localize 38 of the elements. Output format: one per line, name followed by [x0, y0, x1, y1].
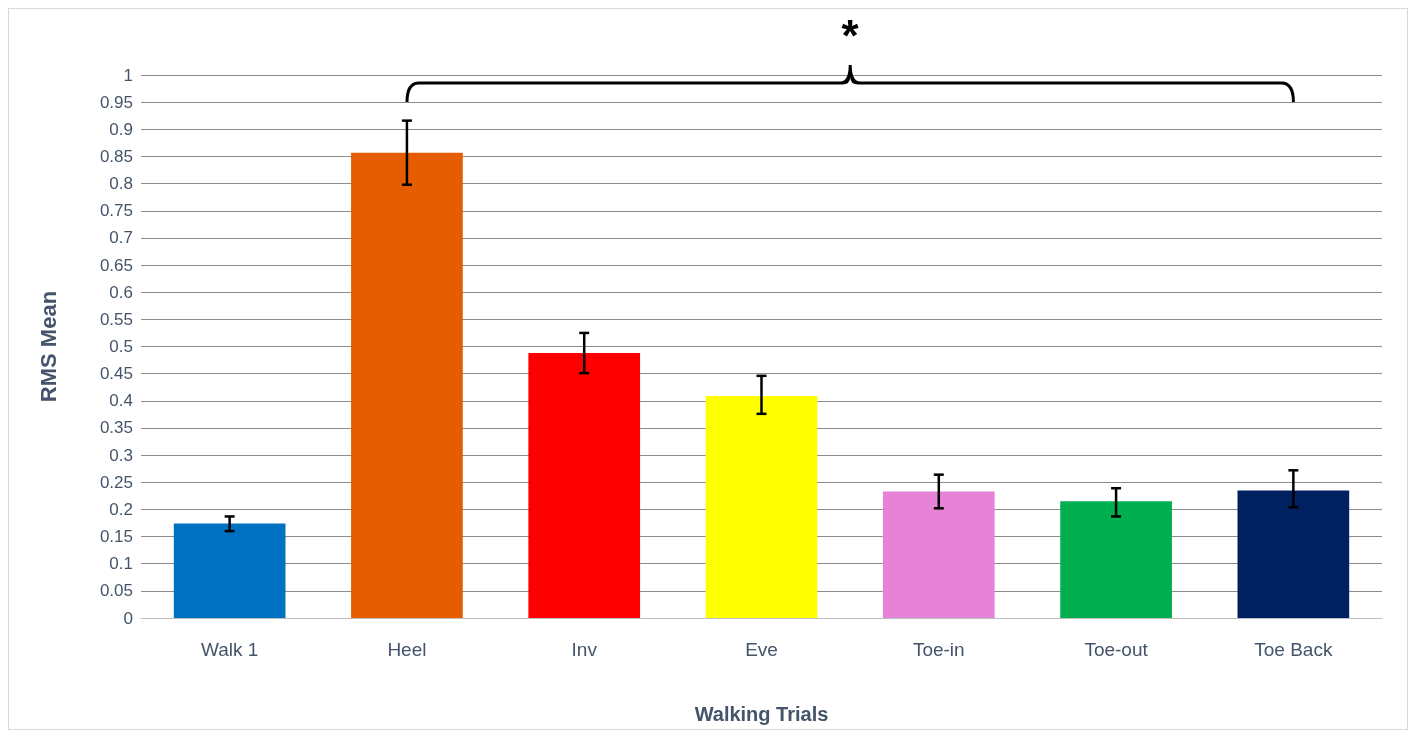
y-tick-label: 0.85 [99, 146, 133, 166]
y-tick-label: 0.05 [99, 581, 133, 601]
y-tick-label: 0.35 [99, 418, 133, 438]
bar [1237, 490, 1350, 618]
y-tick-label: 0.75 [99, 201, 133, 221]
y-tick-label: 0.3 [109, 445, 133, 465]
y-tick-label: 0.15 [99, 527, 133, 547]
y-tick-label: 0.55 [99, 309, 133, 329]
x-tick-label: Toe-out [1084, 639, 1149, 660]
x-tick-label: Toe-in [912, 639, 965, 660]
bar [1060, 501, 1172, 618]
y-tick-label: 1 [123, 65, 133, 85]
x-tick-label: Toe Back [1254, 639, 1333, 660]
x-tick-label: Walk 1 [200, 639, 259, 660]
y-tick-label: 0.45 [99, 364, 133, 384]
y-tick-label: 0.4 [109, 391, 133, 411]
y-tick-label: 0.8 [109, 174, 133, 194]
y-tick-label: 0.7 [109, 228, 133, 248]
y-tick-label: 0.1 [109, 554, 133, 574]
bar [351, 152, 463, 618]
y-tick-label: 0.95 [99, 92, 133, 112]
x-axis-title: Walking Trials [694, 703, 829, 725]
x-tick-label: Eve [745, 639, 778, 660]
x-tick-label: Heel [387, 639, 427, 660]
text: * [840, 11, 860, 62]
y-tick-label: 0.25 [99, 472, 133, 492]
bar [882, 491, 995, 618]
y-axis-title: RMS Mean [35, 290, 61, 403]
y-tick-label: 0.5 [109, 337, 133, 356]
bar [705, 395, 818, 618]
bar [528, 353, 641, 618]
y-tick-label: 0.9 [109, 119, 133, 139]
x-tick-label: Inv [571, 639, 598, 660]
y-tick-label: 0.2 [109, 499, 133, 519]
y-tick-label: 0.6 [109, 282, 133, 302]
y-tick-label: 0 [123, 608, 133, 628]
bar [173, 523, 286, 618]
y-tick-label: 0.65 [99, 255, 133, 275]
